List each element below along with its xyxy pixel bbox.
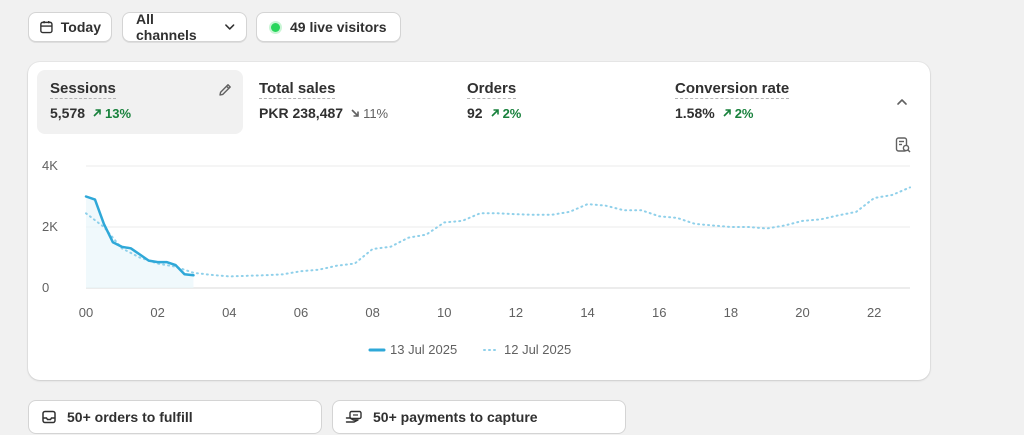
orders-to-fulfill-label: 50+ orders to fulfill [67, 409, 193, 425]
orders-to-fulfill-button[interactable]: 50+ orders to fulfill [28, 400, 322, 434]
payments-to-capture-button[interactable]: 50+ payments to capture [332, 400, 626, 434]
x-tick-label: 08 [365, 305, 379, 320]
metric-sessions[interactable]: Sessions 5,578 13% [37, 70, 243, 134]
date-filter-label: Today [60, 19, 101, 35]
change-value: 13% [105, 105, 132, 121]
y-tick-label: 0 [42, 280, 49, 295]
metric-conversion-rate[interactable]: Conversion rate 1.58% 2% [662, 70, 868, 134]
x-tick-label: 22 [867, 305, 881, 320]
metric-label: Total sales [259, 80, 336, 99]
change-badge: 11% [350, 106, 388, 121]
sessions-chart: 0 2K 4K 00 02 04 06 08 10 12 14 16 18 20 22 13 Jul 2025… [42, 158, 911, 357]
x-tick-label: 10 [437, 305, 451, 320]
change-badge: 2% [722, 106, 754, 121]
chevron-up-icon[interactable] [894, 94, 910, 110]
payments-to-capture-label: 50+ payments to capture [373, 409, 538, 425]
arrow-up-right-icon [491, 109, 499, 117]
legend-label: 12 Jul 2025 [504, 342, 571, 357]
live-status-dot [271, 22, 280, 32]
arrow-down-right-icon [351, 109, 359, 117]
chevron-down-icon [224, 24, 234, 30]
change-badge: 13% [92, 106, 131, 121]
x-tick-label: 06 [294, 305, 308, 320]
metric-value: 92 [467, 105, 483, 121]
change-value: 2% [734, 105, 754, 121]
metric-label: Sessions [50, 80, 116, 99]
metric-value: 1.58% [675, 105, 715, 121]
channels-filter-button[interactable]: All channels [122, 11, 247, 43]
series-area [86, 196, 194, 288]
date-filter-button[interactable]: Today [28, 12, 112, 42]
metric-total-sales[interactable]: Total sales PKR 238,487 11% [246, 70, 452, 134]
channels-filter-label: All channels [136, 11, 197, 43]
x-tick-label: 14 [580, 305, 594, 320]
x-tick-label: 04 [222, 305, 236, 320]
x-tick-label: 16 [652, 305, 666, 320]
series-line [85, 186, 911, 278]
arrow-up-right-icon [93, 109, 101, 117]
change-badge: 2% [490, 105, 522, 121]
metric-value: 5,578 [50, 105, 86, 121]
arrow-up-right-icon [723, 109, 731, 117]
pencil-icon[interactable] [217, 82, 233, 98]
x-tick-label: 12 [509, 305, 523, 320]
x-tick-label: 00 [79, 305, 93, 320]
metric-label: Orders [467, 80, 517, 99]
hand-money-icon [345, 410, 362, 423]
change-value: 11% [363, 105, 389, 121]
y-tick-label: 4K [42, 158, 58, 173]
series-line [84, 195, 195, 277]
x-tick-label: 20 [795, 305, 809, 320]
metric-orders[interactable]: Orders 92 2% [454, 70, 660, 134]
x-tick-label: 18 [724, 305, 738, 320]
metric-value: PKR 238,487 [259, 105, 344, 121]
report-search-icon[interactable] [894, 136, 912, 154]
analytics-card: Sessions 5,578 13% Total sales PKR 238,4… [28, 62, 930, 380]
y-tick-label: 2K [42, 219, 58, 234]
live-visitors-label: 49 live visitors [290, 19, 387, 35]
legend-label: 13 Jul 2025 [390, 342, 457, 357]
x-tick-label: 02 [150, 305, 164, 320]
metric-label: Conversion rate [675, 80, 790, 99]
change-value: 2% [502, 105, 522, 121]
live-visitors-button[interactable]: 49 live visitors [256, 12, 401, 42]
inbox-icon [42, 410, 56, 424]
calendar-icon [40, 20, 53, 34]
